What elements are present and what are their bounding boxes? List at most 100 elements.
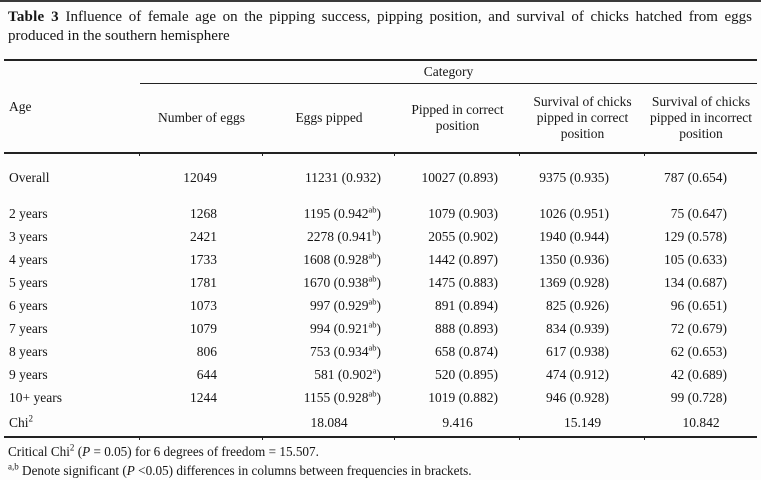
- cell-pipped-correct: 2055 (0.902): [428, 228, 498, 244]
- footnote-text: Denote significant (: [18, 463, 127, 478]
- value-superscript: ab: [368, 204, 377, 214]
- cell-survival-incorrect: 62 (0.653): [670, 343, 728, 359]
- header-pipped-correct-position: Pipped in correct position: [394, 83, 520, 155]
- header-number-of-eggs: Number of eggs: [139, 83, 263, 155]
- cell-age: 6 years: [9, 297, 48, 313]
- cell-survival-incorrect: 42 (0.689): [670, 366, 728, 382]
- cell-survival-incorrect: 99 (0.728): [670, 389, 728, 405]
- cell-eggs-pipped: 753 (0.934ab): [263, 340, 395, 363]
- cell-survival-correct: 474 (0.912): [546, 366, 609, 382]
- cell-chi-pipped-correct: 9.416: [394, 409, 520, 440]
- value-text: 753 (0.934: [309, 343, 369, 359]
- cell-number-of-eggs: 1733: [190, 251, 217, 267]
- value-text: 1670 (0.938: [303, 274, 369, 290]
- table-caption-text: Influence of female age on the pipping s…: [8, 9, 752, 44]
- cell-eggs-pipped: 997 (0.929ab): [263, 294, 395, 317]
- cell-survival-incorrect: 105 (0.633): [664, 251, 728, 267]
- table-row-overall: Overall 12049 11231 (0.932) 10027 (0.893…: [4, 153, 757, 202]
- value-superscript: ab: [368, 296, 377, 306]
- cell-number-of-eggs: 2421: [190, 228, 217, 244]
- cell-age: 5 years: [9, 274, 48, 290]
- cell-pipped-correct: 658 (0.874): [435, 343, 498, 359]
- cell-number-of-eggs: 1244: [190, 389, 217, 405]
- chi-label-superscript: 2: [28, 413, 34, 423]
- value-superscript: ab: [368, 250, 377, 260]
- cell-number-of-eggs: 1079: [190, 320, 217, 336]
- value-close: ): [376, 366, 382, 382]
- table-row-4-years: 4 years 1733 1608 (0.928ab) 1442 (0.897)…: [4, 248, 757, 271]
- cell-eggs-pipped: 581 (0.902a): [263, 363, 395, 386]
- column-header-row: Number of eggs Eggs pipped Pipped in cor…: [4, 83, 758, 155]
- cell-age: 8 years: [9, 343, 48, 359]
- table-caption: Table 3 Influence of female age on the p…: [8, 8, 752, 46]
- value-text: 1155 (0.928: [303, 389, 369, 405]
- cell-number-of-eggs: 806: [196, 343, 217, 359]
- cell-eggs-pipped: 1155 (0.928ab): [263, 386, 395, 409]
- table-row-10plus-years: 10+ years 1244 1155 (0.928ab) 1019 (0.88…: [4, 386, 757, 409]
- table-row-9-years: 9 years 644 581 (0.902a) 520 (0.895) 474…: [4, 363, 757, 386]
- cell-survival-incorrect: 787 (0.654): [664, 170, 728, 185]
- results-table: Age Category Number of eggs Eggs pipped …: [4, 59, 758, 440]
- value-close: ): [376, 274, 382, 290]
- value-close: ): [376, 251, 382, 267]
- cell-chi-label: Chi2: [4, 409, 140, 438]
- value-close: ): [376, 228, 382, 244]
- header-category: Category: [140, 60, 758, 84]
- cell-chi-eggs-pipped: 18.084: [262, 409, 395, 440]
- cell-survival-correct: 825 (0.926): [546, 297, 609, 313]
- footnote-superscript: a,b: [8, 461, 19, 472]
- footnote-text: = 0.05) for 6 degrees of freedom = 15.50…: [90, 444, 319, 459]
- cell-age: 4 years: [9, 251, 48, 267]
- value-text: 997 (0.929: [309, 297, 369, 313]
- cell-eggs-pipped: 2278 (0.941b): [263, 225, 395, 248]
- cell-survival-incorrect: 134 (0.687): [664, 274, 728, 290]
- footnote-italic-p: P: [126, 463, 135, 478]
- cell-number-of-eggs: 1073: [190, 297, 217, 313]
- cell-survival-incorrect: 129 (0.578): [664, 228, 728, 244]
- cell-age: Overall: [9, 170, 50, 185]
- cell-survival-correct: 1369 (0.928): [539, 274, 609, 290]
- header-survival-correct-position: Survival of chicks pipped in correct pos…: [519, 83, 645, 155]
- value-text: 2278 (0.941: [307, 228, 373, 244]
- value-close: ): [376, 343, 382, 359]
- cell-age: 2 years: [9, 205, 48, 221]
- cell-age: 9 years: [9, 366, 48, 382]
- cell-survival-correct: 1940 (0.944): [539, 228, 609, 244]
- cell-pipped-correct: 1019 (0.882): [428, 389, 498, 405]
- footnote-text: <0.05) differences in columns between fr…: [134, 463, 472, 478]
- value-superscript: b: [372, 227, 377, 237]
- footnotes: Critical Chi2 (P = 0.05) for 6 degrees o…: [8, 442, 753, 480]
- cell-pipped-correct: 1475 (0.883): [428, 274, 498, 290]
- cell-survival-correct: 9375 (0.935): [539, 170, 609, 185]
- cell-pipped-correct: 888 (0.893): [435, 320, 498, 336]
- cell-survival-incorrect: 72 (0.679): [670, 320, 728, 336]
- table-row-3-years: 3 years 2421 2278 (0.941b) 2055 (0.902) …: [4, 225, 757, 248]
- cell-pipped-correct: 520 (0.895): [435, 366, 498, 382]
- value-superscript: ab: [368, 342, 377, 352]
- cell-age: 10+ years: [9, 389, 62, 405]
- table-row-7-years: 7 years 1079 994 (0.921ab) 888 (0.893) 8…: [4, 317, 757, 340]
- footnote-text: Critical Chi: [8, 444, 70, 459]
- footnote-italic-p: P: [82, 444, 91, 459]
- footnote-superscript: 2: [69, 442, 75, 453]
- value-close: ): [376, 205, 382, 221]
- cell-number-of-eggs: 1268: [190, 205, 217, 221]
- value-text: 1195 (0.942: [303, 205, 369, 221]
- cell-survival-correct: 1350 (0.936): [539, 251, 609, 267]
- table-row-5-years: 5 years 1781 1670 (0.938ab) 1475 (0.883)…: [4, 271, 757, 294]
- cell-eggs-pipped: 1608 (0.928ab): [263, 248, 395, 271]
- cell-eggs-pipped: 1670 (0.938ab): [263, 271, 395, 294]
- cell-pipped-correct: 10027 (0.893): [421, 170, 499, 185]
- cell-chi-empty: [139, 409, 263, 440]
- footnote-text: (: [74, 444, 83, 459]
- cell-chi-survival-correct: 15.149: [519, 409, 645, 440]
- chi-label-text: Chi: [9, 414, 29, 430]
- table-row-8-years: 8 years 806 753 (0.934ab) 658 (0.874) 61…: [4, 340, 757, 363]
- table-row-chi-square: Chi2 18.084 9.416 15.149 10.842: [4, 409, 758, 440]
- value-text: 994 (0.921: [309, 320, 369, 336]
- cell-pipped-correct: 891 (0.894): [435, 297, 498, 313]
- value-text: 581 (0.902: [314, 366, 373, 382]
- cell-number-of-eggs: 1781: [190, 274, 217, 290]
- cell-age: 7 years: [9, 320, 48, 336]
- scan-top-edge: [0, 0, 761, 2]
